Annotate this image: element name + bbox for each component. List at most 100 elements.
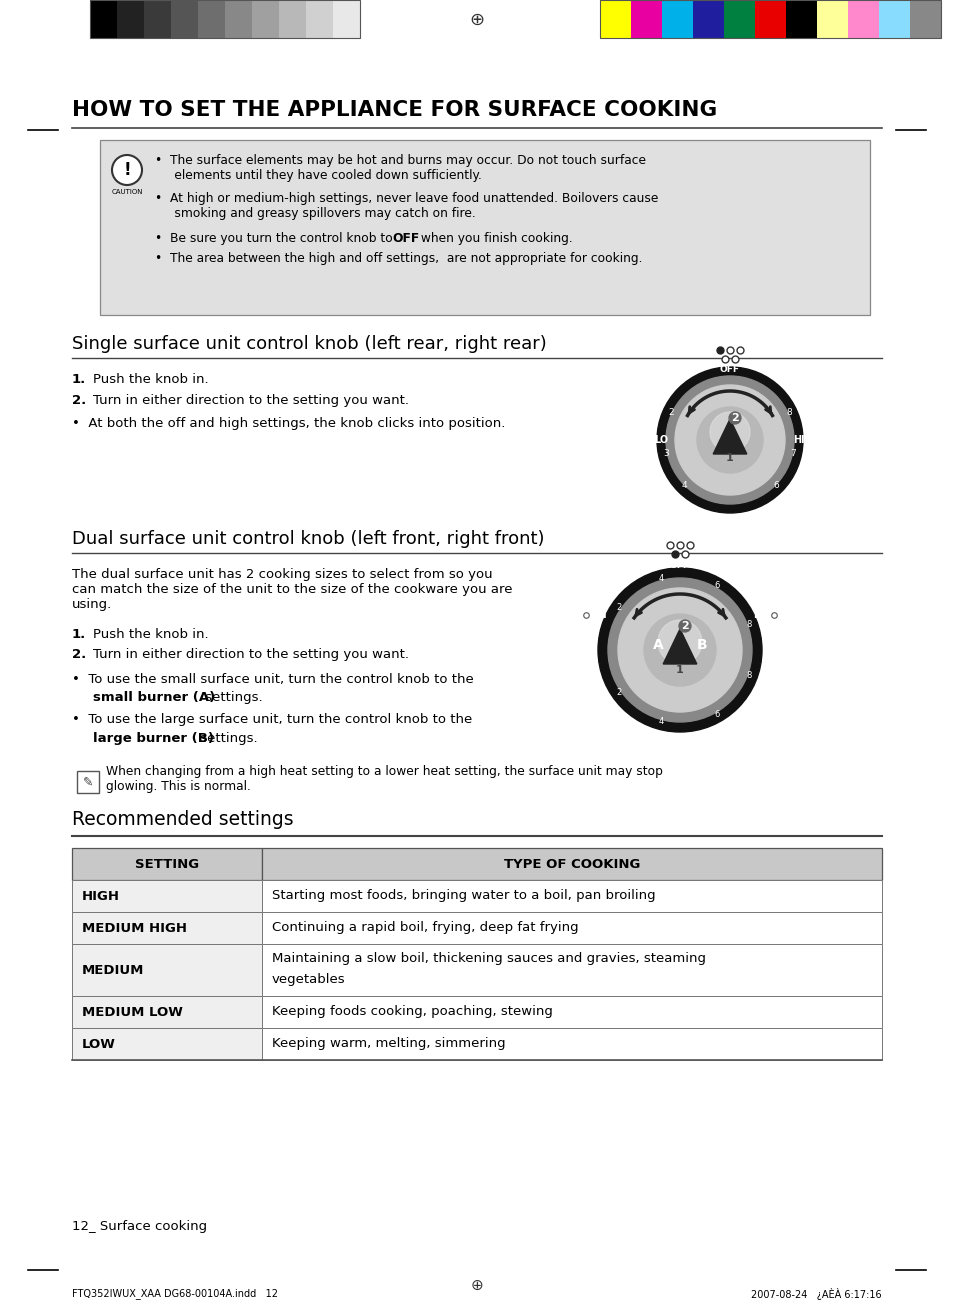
Text: HI: HI bbox=[792, 435, 804, 444]
Text: 1: 1 bbox=[676, 665, 683, 675]
Text: Turn in either direction to the setting you want.: Turn in either direction to the setting … bbox=[92, 648, 409, 661]
Text: Push the knob in.: Push the knob in. bbox=[92, 628, 209, 641]
Text: •  At high or medium-high settings, never leave food unattended. Boilovers cause: • At high or medium-high settings, never… bbox=[154, 191, 658, 220]
Circle shape bbox=[657, 367, 802, 513]
Text: LO: LO bbox=[594, 730, 607, 739]
Text: settings.: settings. bbox=[195, 732, 257, 745]
Text: 6: 6 bbox=[714, 709, 719, 718]
Bar bbox=[306, 0, 333, 38]
Text: 2007-08-24   ¿AÈÀ 6:17:16: 2007-08-24 ¿AÈÀ 6:17:16 bbox=[751, 1287, 882, 1301]
Bar bbox=[90, 0, 117, 38]
Bar bbox=[909, 0, 940, 38]
Text: •  To use the large surface unit, turn the control knob to the: • To use the large surface unit, turn th… bbox=[71, 713, 472, 726]
Text: ⊕: ⊕ bbox=[469, 10, 484, 29]
Text: The dual surface unit has 2 cooking sizes to select from so you
can match the si: The dual surface unit has 2 cooking size… bbox=[71, 568, 512, 611]
Bar bbox=[117, 0, 144, 38]
Bar bbox=[171, 0, 198, 38]
Text: LO: LO bbox=[751, 730, 765, 739]
Bar bbox=[198, 0, 225, 38]
Circle shape bbox=[675, 385, 784, 496]
Text: 4: 4 bbox=[680, 481, 686, 490]
Text: SETTING: SETTING bbox=[134, 857, 199, 871]
Text: •  The area between the high and off settings,  are not appropriate for cooking.: • The area between the high and off sett… bbox=[154, 252, 641, 265]
Text: OFF: OFF bbox=[720, 364, 740, 374]
Text: B: B bbox=[696, 638, 706, 652]
Bar bbox=[71, 912, 262, 944]
Text: OFF: OFF bbox=[669, 561, 689, 569]
Text: MEDIUM HIGH: MEDIUM HIGH bbox=[82, 922, 187, 935]
Text: •  Be sure you turn the control knob to: • Be sure you turn the control knob to bbox=[154, 232, 396, 245]
Text: 6: 6 bbox=[772, 481, 778, 490]
Text: CAUTION: CAUTION bbox=[112, 189, 143, 195]
Bar bbox=[252, 0, 278, 38]
Text: MED: MED bbox=[717, 530, 741, 539]
Bar bbox=[262, 880, 882, 912]
Text: large burner (B): large burner (B) bbox=[92, 732, 213, 745]
Text: 8: 8 bbox=[785, 408, 791, 417]
Bar bbox=[71, 944, 262, 996]
Text: 2.: 2. bbox=[71, 648, 86, 661]
Text: •  At both the off and high settings, the knob clicks into position.: • At both the off and high settings, the… bbox=[71, 417, 505, 430]
Circle shape bbox=[643, 614, 716, 686]
Polygon shape bbox=[662, 629, 696, 663]
Bar bbox=[71, 848, 262, 880]
Bar bbox=[90, 0, 359, 38]
Text: Maintaining a slow boil, thickening sauces and gravies, steaming: Maintaining a slow boil, thickening sauc… bbox=[272, 952, 705, 965]
Text: 8: 8 bbox=[746, 620, 751, 629]
Text: OFF: OFF bbox=[392, 232, 418, 245]
Text: Continuing a rapid boil, frying, deep fat frying: Continuing a rapid boil, frying, deep fa… bbox=[272, 922, 578, 935]
Text: Turn in either direction to the setting you want.: Turn in either direction to the setting … bbox=[92, 395, 409, 406]
Bar bbox=[599, 0, 940, 38]
Text: small burner (A): small burner (A) bbox=[92, 691, 215, 704]
Text: 1.: 1. bbox=[71, 628, 86, 641]
Text: •  To use the small surface unit, turn the control knob to the: • To use the small surface unit, turn th… bbox=[71, 673, 474, 686]
Bar bbox=[723, 0, 754, 38]
Text: 4: 4 bbox=[658, 574, 662, 583]
Bar bbox=[692, 0, 723, 38]
Text: 12_ Surface cooking: 12_ Surface cooking bbox=[71, 1221, 207, 1234]
Bar bbox=[262, 848, 882, 880]
Text: When changing from a high heat setting to a lower heat setting, the surface unit: When changing from a high heat setting t… bbox=[106, 766, 662, 793]
Text: vegetables: vegetables bbox=[272, 973, 345, 986]
Text: Recommended settings: Recommended settings bbox=[71, 810, 294, 829]
Bar bbox=[333, 0, 359, 38]
Bar bbox=[754, 0, 785, 38]
Text: LOW: LOW bbox=[82, 1037, 115, 1050]
Bar bbox=[785, 0, 816, 38]
Circle shape bbox=[618, 589, 741, 712]
Bar bbox=[71, 996, 262, 1028]
Text: HIGH: HIGH bbox=[82, 889, 120, 902]
Circle shape bbox=[598, 568, 761, 732]
Text: 2: 2 bbox=[668, 408, 673, 417]
Text: MEDIUM: MEDIUM bbox=[82, 964, 144, 977]
Circle shape bbox=[709, 412, 749, 452]
Text: when you finish cooking.: when you finish cooking. bbox=[416, 232, 572, 245]
Text: A: A bbox=[652, 638, 662, 652]
Bar bbox=[847, 0, 878, 38]
Circle shape bbox=[658, 620, 701, 663]
Bar bbox=[262, 1028, 882, 1061]
Circle shape bbox=[607, 578, 751, 722]
Text: ⊕: ⊕ bbox=[470, 1277, 483, 1293]
Text: Push the knob in.: Push the knob in. bbox=[92, 374, 209, 385]
Circle shape bbox=[697, 406, 762, 473]
Text: 2: 2 bbox=[616, 688, 621, 697]
Text: 1.: 1. bbox=[71, 374, 86, 385]
Text: 8: 8 bbox=[746, 671, 751, 680]
Text: MEDIUM LOW: MEDIUM LOW bbox=[82, 1006, 183, 1019]
Text: 1: 1 bbox=[725, 454, 733, 463]
Text: ✎: ✎ bbox=[83, 776, 93, 788]
Bar bbox=[278, 0, 306, 38]
Text: 2: 2 bbox=[616, 603, 621, 612]
Bar bbox=[262, 996, 882, 1028]
Text: Dual surface unit control knob (left front, right front): Dual surface unit control knob (left fro… bbox=[71, 530, 544, 548]
Bar bbox=[144, 0, 171, 38]
Text: Starting most foods, bringing water to a boil, pan broiling: Starting most foods, bringing water to a… bbox=[272, 889, 655, 902]
Bar bbox=[878, 0, 909, 38]
Text: TYPE OF COOKING: TYPE OF COOKING bbox=[503, 857, 639, 871]
Bar bbox=[71, 1028, 262, 1061]
Text: LO: LO bbox=[653, 435, 667, 444]
Text: HI: HI bbox=[753, 610, 764, 620]
Text: 6: 6 bbox=[714, 581, 719, 590]
Text: 4: 4 bbox=[658, 717, 662, 726]
